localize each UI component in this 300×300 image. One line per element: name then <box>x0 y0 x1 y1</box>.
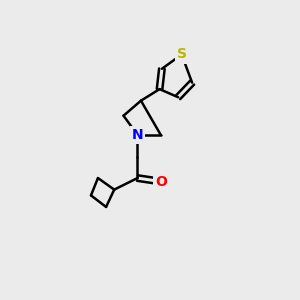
Text: N: N <box>132 128 143 142</box>
Text: O: O <box>155 175 167 188</box>
Text: S: S <box>177 47 187 61</box>
